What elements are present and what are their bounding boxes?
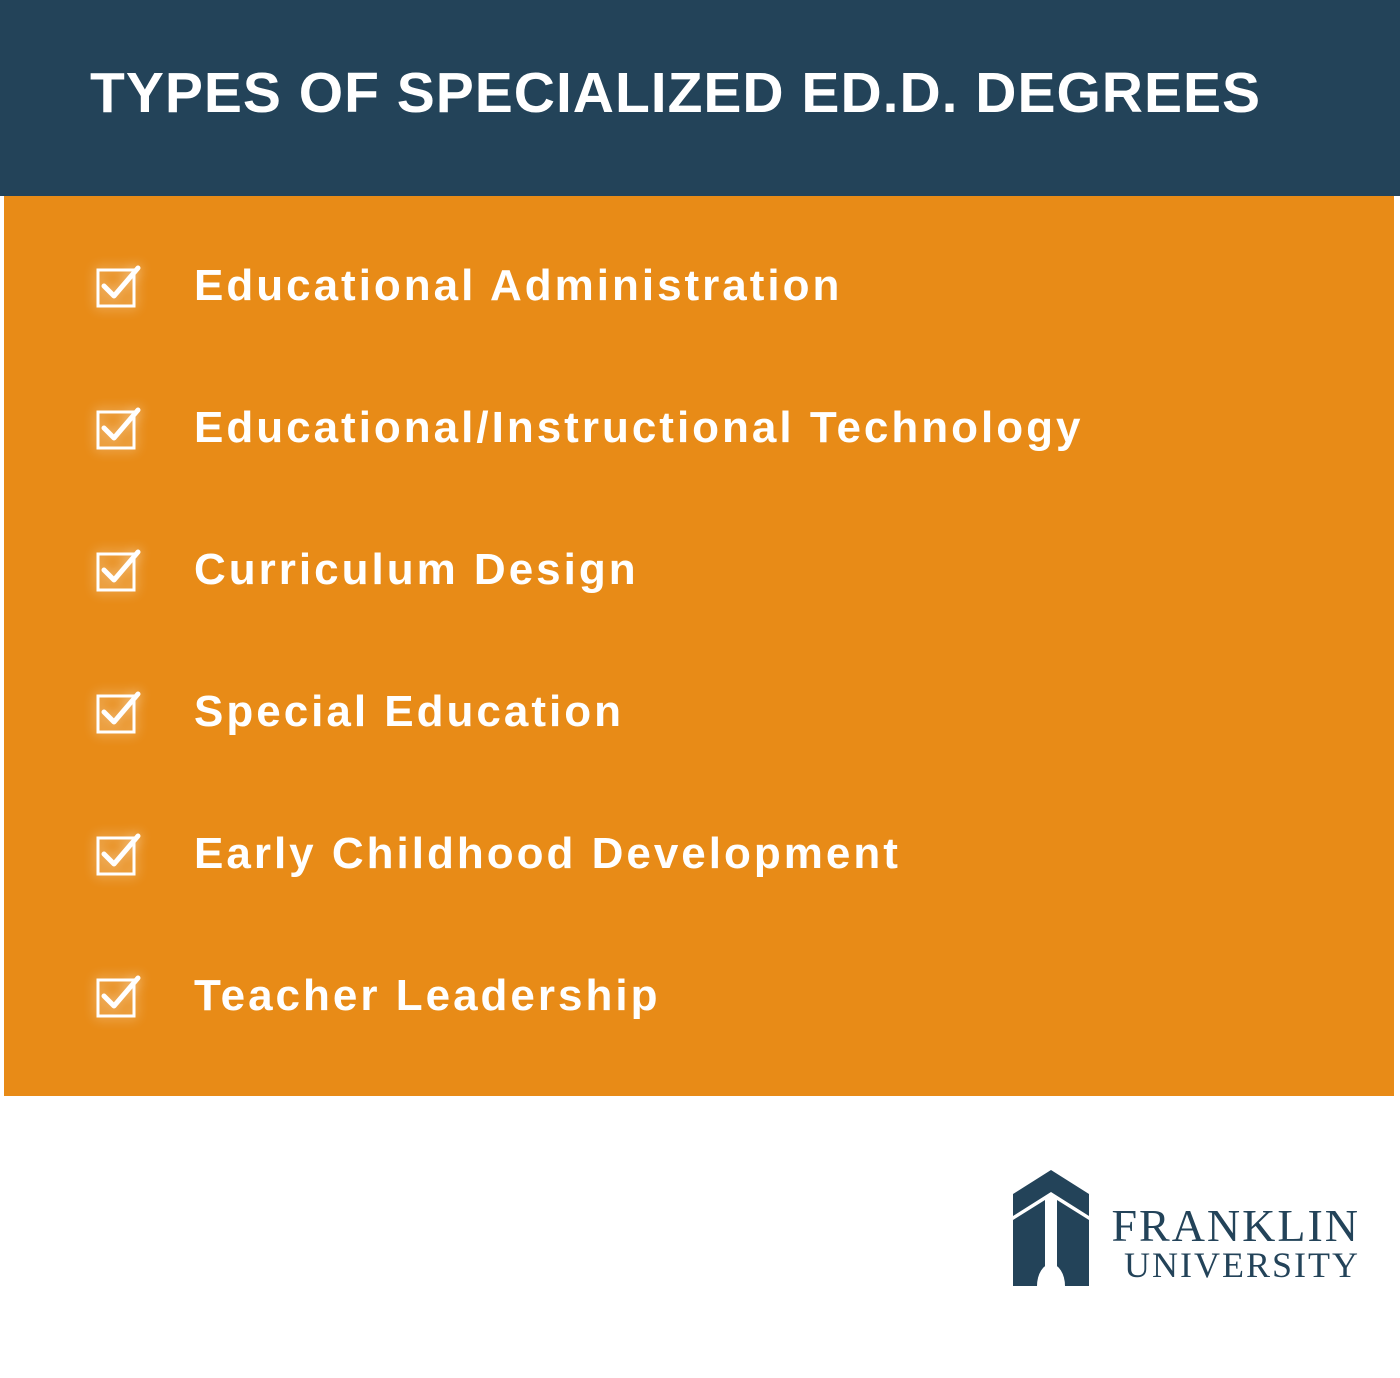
- list-item: Curriculum Design: [94, 545, 1304, 595]
- list-item: Early Childhood Development: [94, 829, 1304, 879]
- degree-list: Educational Administration Educational/I…: [94, 261, 1304, 1021]
- list-item-label: Early Childhood Development: [194, 829, 901, 879]
- page: TYPES OF SPECIALIZED ED.D. DEGREES Educa…: [0, 0, 1400, 1378]
- checkbox-checked-icon: [94, 688, 142, 736]
- list-item: Special Education: [94, 687, 1304, 737]
- footer: FRANKLIN UNIVERSITY: [0, 1096, 1400, 1378]
- list-item-label: Educational Administration: [194, 261, 842, 311]
- checkbox-checked-icon: [94, 404, 142, 452]
- brand-name-line2: UNIVERSITY: [1124, 1248, 1360, 1282]
- list-item: Teacher Leadership: [94, 971, 1304, 1021]
- brand-text: FRANKLIN UNIVERSITY: [1111, 1204, 1360, 1288]
- list-item: Educational/Instructional Technology: [94, 403, 1304, 453]
- page-title: TYPES OF SPECIALIZED ED.D. DEGREES: [90, 60, 1310, 126]
- list-item-label: Educational/Instructional Technology: [194, 403, 1083, 453]
- franklin-logo-icon: [1001, 1168, 1101, 1288]
- list-item-label: Curriculum Design: [194, 545, 639, 595]
- list-item-label: Special Education: [194, 687, 624, 737]
- checkbox-checked-icon: [94, 972, 142, 1020]
- checkbox-checked-icon: [94, 546, 142, 594]
- checkbox-checked-icon: [94, 830, 142, 878]
- list-item: Educational Administration: [94, 261, 1304, 311]
- body-panel: Educational Administration Educational/I…: [4, 196, 1394, 1096]
- brand-name-line1: FRANKLIN: [1111, 1204, 1360, 1248]
- checkbox-checked-icon: [94, 262, 142, 310]
- list-item-label: Teacher Leadership: [194, 971, 660, 1021]
- brand-logo: FRANKLIN UNIVERSITY: [1001, 1168, 1360, 1288]
- header-bar: TYPES OF SPECIALIZED ED.D. DEGREES: [0, 0, 1400, 196]
